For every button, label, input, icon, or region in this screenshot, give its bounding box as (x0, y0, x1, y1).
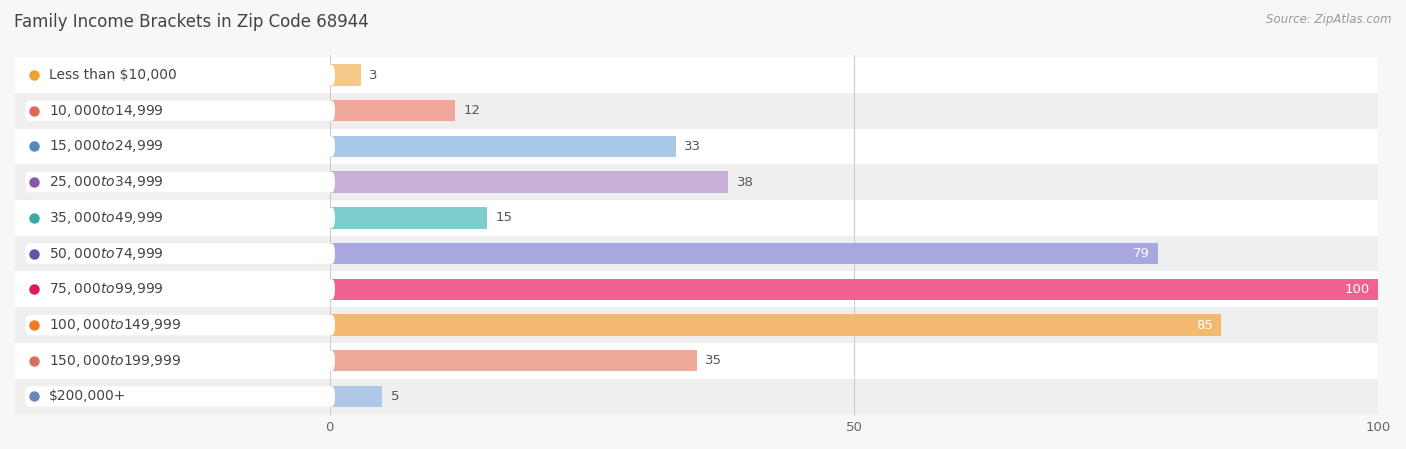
Bar (329, 136, 676, 157)
Bar (329, 386, 382, 407)
Text: 35: 35 (704, 354, 723, 367)
FancyBboxPatch shape (25, 172, 335, 193)
Text: $150,000 to $199,999: $150,000 to $199,999 (49, 353, 181, 369)
Bar (15, 93, 1378, 128)
Bar (15, 272, 1378, 307)
FancyBboxPatch shape (25, 351, 335, 371)
Bar (329, 207, 486, 229)
FancyBboxPatch shape (25, 65, 335, 85)
Bar (15, 379, 1378, 414)
FancyBboxPatch shape (25, 279, 335, 299)
Text: $25,000 to $34,999: $25,000 to $34,999 (49, 174, 163, 190)
Text: 38: 38 (737, 176, 754, 189)
FancyBboxPatch shape (25, 136, 335, 157)
Text: 15: 15 (495, 211, 512, 224)
Bar (329, 100, 456, 122)
Text: $200,000+: $200,000+ (49, 389, 127, 404)
Text: $10,000 to $14,999: $10,000 to $14,999 (49, 103, 163, 119)
Bar (329, 64, 361, 86)
FancyBboxPatch shape (25, 243, 335, 264)
Bar (15, 200, 1378, 236)
Text: Family Income Brackets in Zip Code 68944: Family Income Brackets in Zip Code 68944 (14, 13, 368, 31)
Bar (329, 172, 728, 193)
Text: 3: 3 (370, 69, 378, 82)
Text: 5: 5 (391, 390, 399, 403)
Text: 33: 33 (685, 140, 702, 153)
FancyBboxPatch shape (25, 386, 335, 407)
Bar (329, 279, 1378, 300)
Text: Source: ZipAtlas.com: Source: ZipAtlas.com (1267, 13, 1392, 26)
Bar (329, 314, 1220, 336)
Bar (15, 164, 1378, 200)
Text: $75,000 to $99,999: $75,000 to $99,999 (49, 282, 163, 297)
FancyBboxPatch shape (25, 208, 335, 228)
Bar (15, 128, 1378, 164)
Text: $100,000 to $149,999: $100,000 to $149,999 (49, 317, 181, 333)
Text: $15,000 to $24,999: $15,000 to $24,999 (49, 138, 163, 154)
Bar (329, 350, 697, 371)
Text: $50,000 to $74,999: $50,000 to $74,999 (49, 246, 163, 262)
Text: 85: 85 (1195, 318, 1212, 331)
Bar (15, 236, 1378, 272)
FancyBboxPatch shape (25, 315, 335, 335)
Text: 79: 79 (1133, 247, 1150, 260)
Text: 100: 100 (1344, 283, 1369, 296)
Text: Less than $10,000: Less than $10,000 (49, 68, 176, 82)
Bar (15, 343, 1378, 379)
Bar (15, 57, 1378, 93)
Text: 12: 12 (464, 104, 481, 117)
Bar (329, 243, 1159, 264)
Bar (15, 307, 1378, 343)
Text: $35,000 to $49,999: $35,000 to $49,999 (49, 210, 163, 226)
FancyBboxPatch shape (25, 101, 335, 121)
